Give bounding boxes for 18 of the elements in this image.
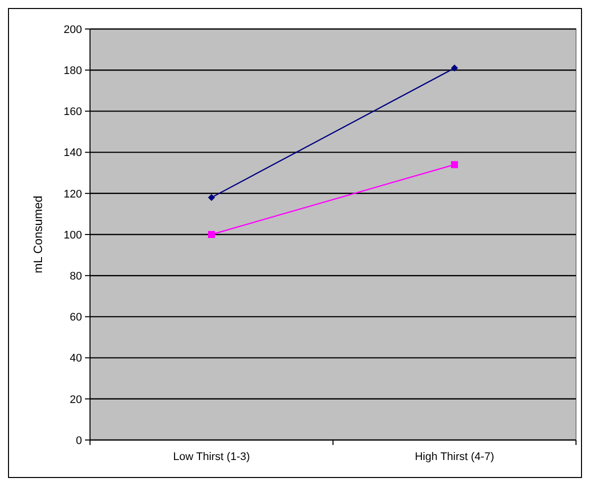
y-tick-label: 160	[64, 106, 82, 118]
y-axis-title: mL Consumed	[31, 196, 45, 274]
y-tick-label: 20	[70, 394, 82, 406]
point	[451, 64, 458, 72]
y-tick-label: 0	[76, 434, 82, 447]
point	[208, 194, 215, 202]
point	[208, 231, 215, 238]
y-tick-label: 140	[64, 147, 82, 160]
x-tick-label: Low Thirst (1-3)	[173, 451, 250, 463]
y-tick-label: 60	[70, 312, 82, 324]
x-tick-label: High Thirst (4-7)	[414, 451, 494, 463]
y-tick-label: 80	[70, 270, 82, 282]
y-tick-label: 120	[64, 188, 82, 200]
y-tick-label: 200	[64, 24, 82, 36]
y-tick-label: 40	[70, 352, 82, 365]
y-tick-label: 180	[64, 64, 82, 77]
y-tick-label: 100	[64, 229, 82, 242]
point	[451, 161, 458, 168]
